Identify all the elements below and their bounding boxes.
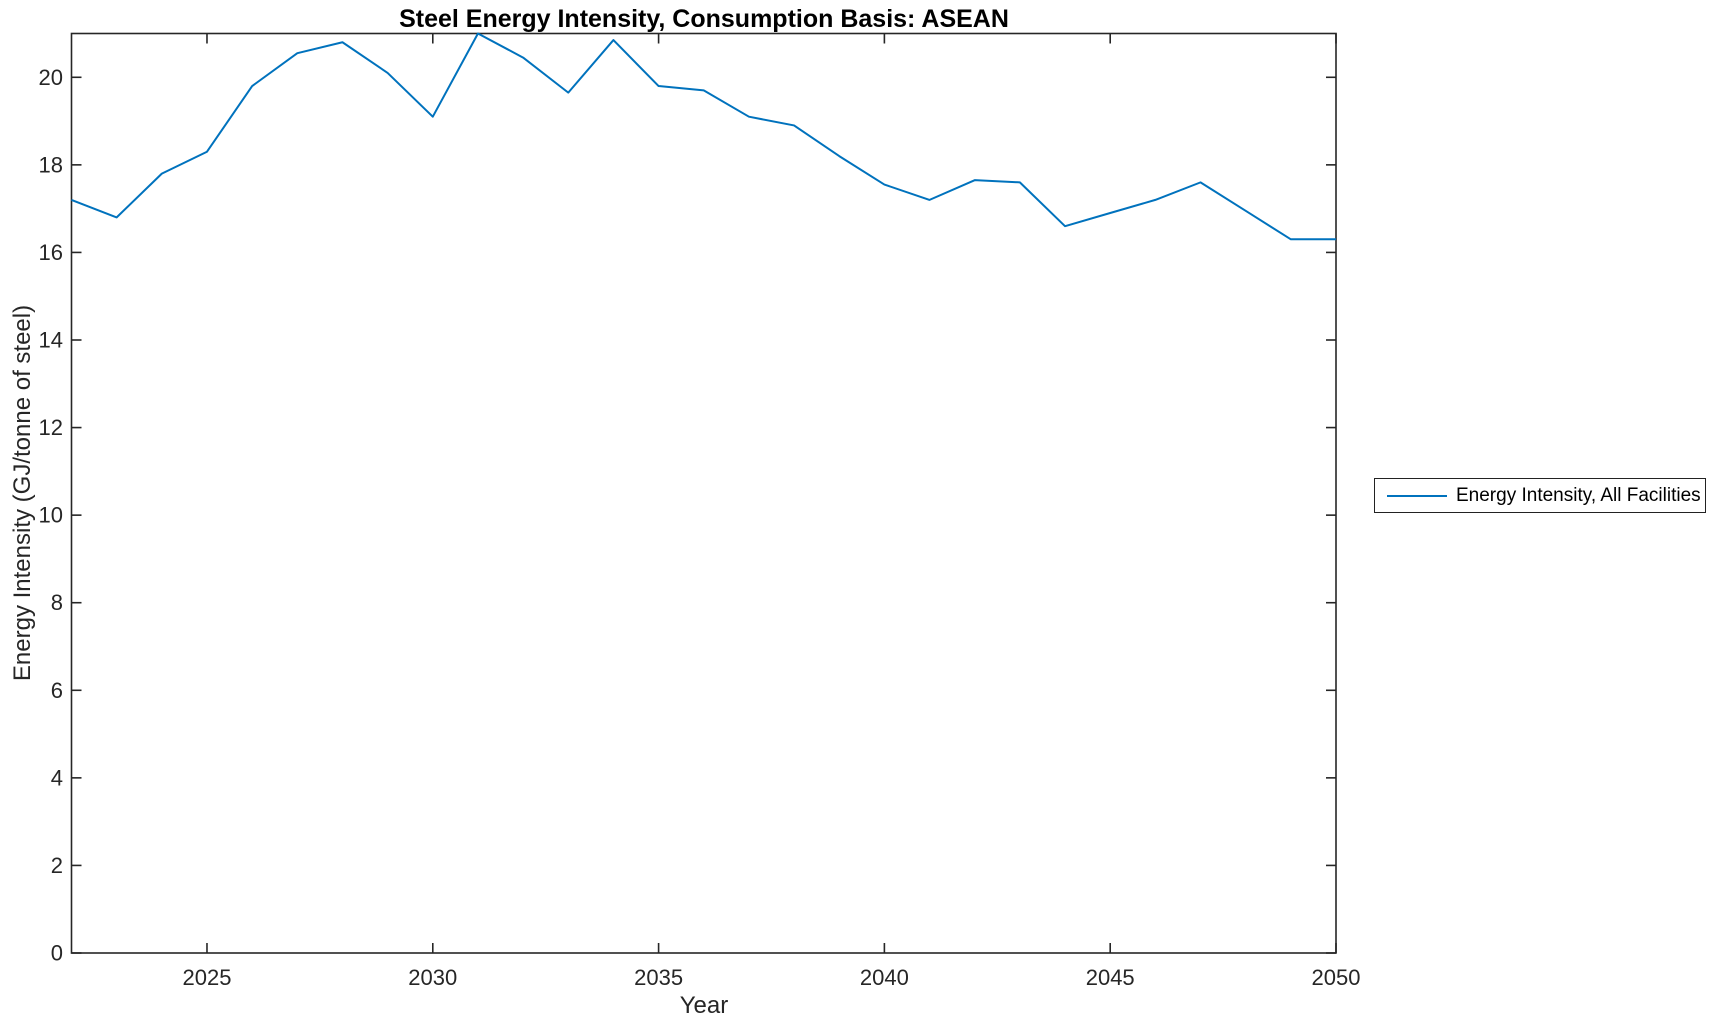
legend-series-label: Energy Intensity, All Facilities [1456, 484, 1701, 506]
legend-line-sample [1387, 494, 1447, 497]
y-tick-label: 6 [51, 678, 63, 703]
x-tick-label: 2040 [860, 965, 909, 990]
y-tick-label: 0 [51, 940, 63, 965]
y-tick-label: 12 [39, 415, 63, 440]
x-tick-label: 2045 [1086, 965, 1135, 990]
x-tick-label: 2050 [1312, 965, 1361, 990]
chart-title: Steel Energy Intensity, Consumption Basi… [399, 5, 1009, 33]
legend: Energy Intensity, All Facilities [1374, 478, 1706, 513]
y-tick-label: 10 [39, 503, 63, 528]
x-tick-label: 2035 [634, 965, 683, 990]
y-tick-label: 8 [51, 590, 63, 615]
x-tick-label: 2030 [408, 965, 457, 990]
y-tick-label: 16 [39, 240, 63, 265]
y-axis-label: Energy Intensity (GJ/tonne of steel) [9, 304, 36, 682]
y-tick-label: 4 [51, 765, 63, 790]
y-tick-label: 18 [39, 152, 63, 177]
y-tick-label: 2 [51, 853, 63, 878]
x-tick-label: 2025 [183, 965, 232, 990]
y-tick-label: 20 [39, 65, 63, 90]
series-line [71, 32, 1336, 241]
x-axis-label: Year [679, 992, 729, 1019]
y-tick-label: 14 [39, 327, 63, 352]
axes-box [70, 32, 1337, 954]
